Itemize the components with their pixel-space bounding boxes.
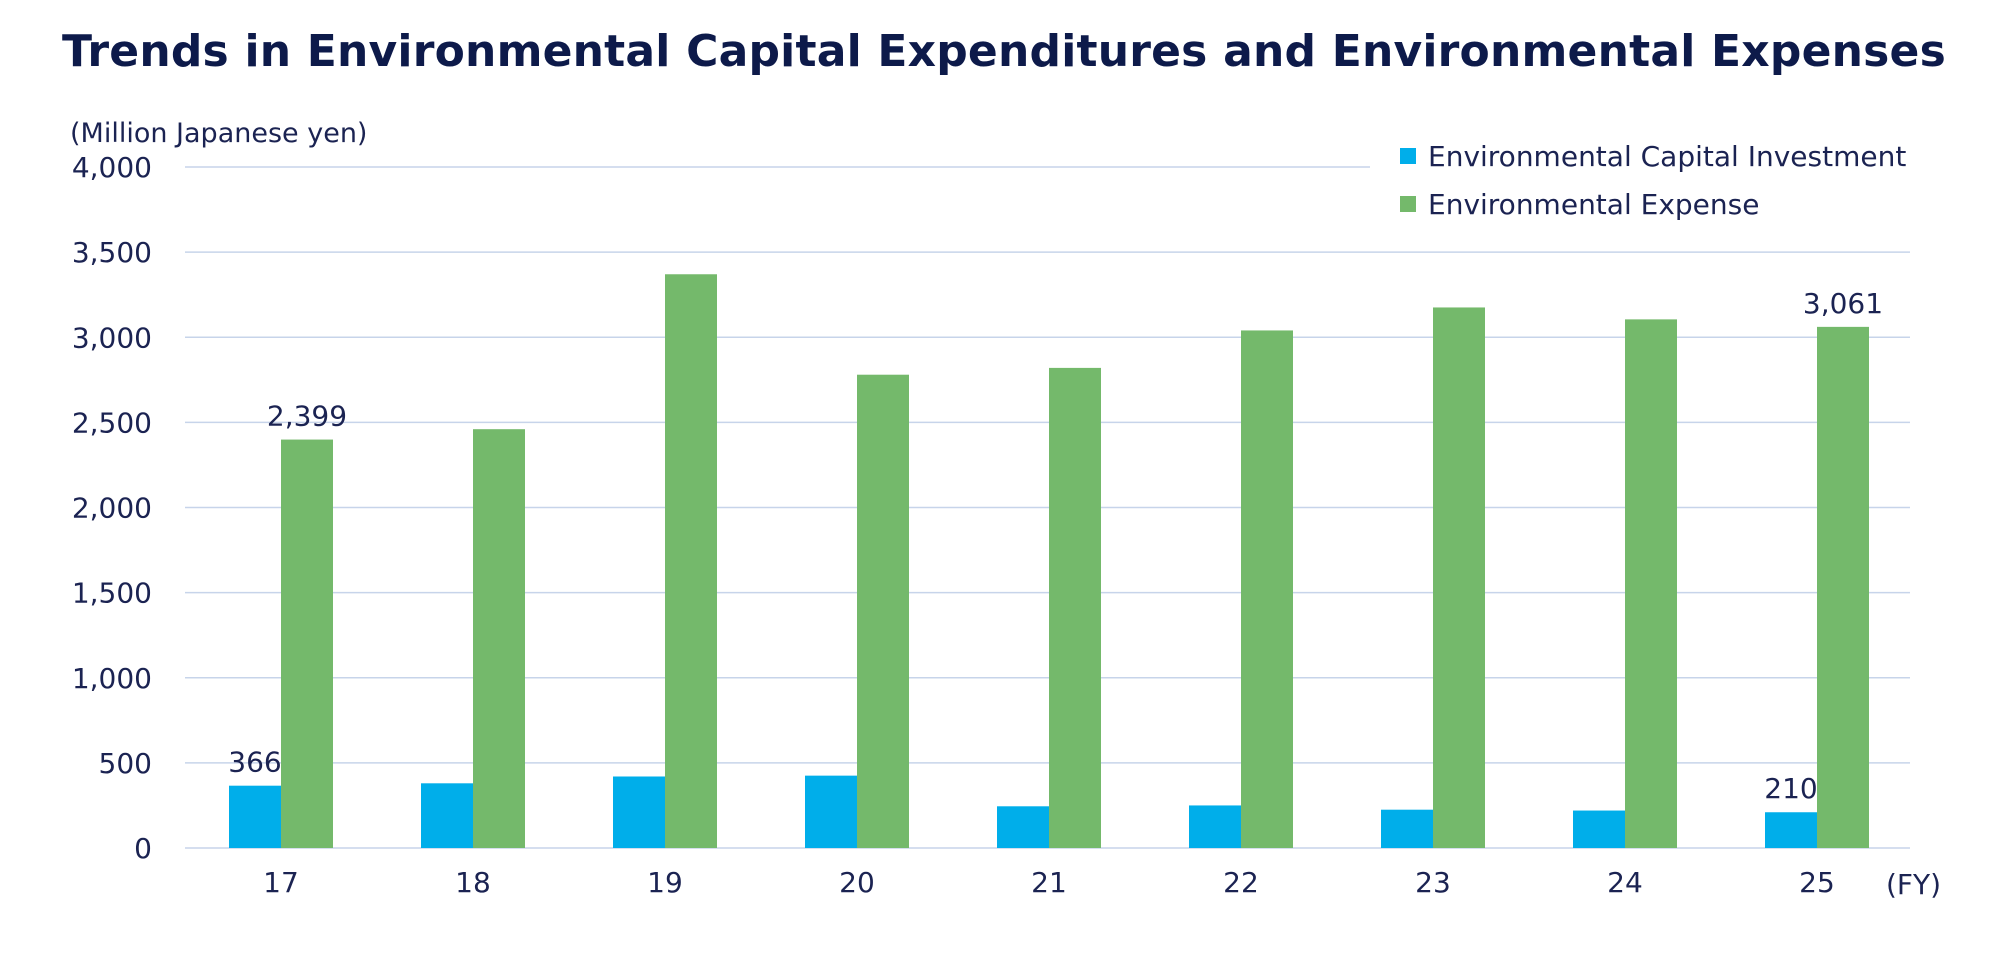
bar-capital-investment — [805, 775, 857, 848]
x-tick-label: 17 — [263, 866, 299, 899]
bar-expense — [473, 429, 525, 848]
x-tick-label: 18 — [455, 866, 491, 899]
bar-expense — [857, 374, 909, 848]
y-tick-label: 4,000 — [72, 151, 152, 184]
y-tick-label: 500 — [99, 747, 152, 780]
bar-expense — [665, 274, 717, 848]
bar-capital-investment — [1189, 805, 1241, 848]
legend-label-expense: Environmental Expense — [1428, 187, 1760, 221]
chart-title: Trends in Environmental Capital Expendit… — [62, 26, 1946, 77]
bar-expense — [1049, 367, 1101, 848]
y-axis-unit-label: (Million Japanese yen) — [70, 118, 368, 149]
data-label: 3,061 — [1803, 287, 1883, 320]
bar-capital-investment — [229, 785, 281, 848]
bar-expense — [281, 439, 333, 848]
y-tick-label: 1,000 — [72, 662, 152, 695]
chart-legend: Environmental Capital Investment Environ… — [1400, 132, 1906, 228]
legend-swatch-capital-investment — [1400, 148, 1416, 164]
x-tick-label: 21 — [1031, 866, 1067, 899]
legend-item-capital-investment: Environmental Capital Investment — [1400, 132, 1906, 180]
y-tick-label: 3,500 — [72, 236, 152, 269]
bar-expense — [1433, 307, 1485, 848]
x-tick-label: 19 — [647, 866, 683, 899]
y-tick-label: 1,500 — [72, 577, 152, 610]
x-tick-label: 20 — [839, 866, 875, 899]
x-tick-label: 24 — [1607, 866, 1643, 899]
x-tick-label: 25 — [1799, 866, 1835, 899]
data-label: 366 — [228, 746, 281, 779]
bar-capital-investment — [1573, 810, 1625, 848]
x-tick-label: 23 — [1415, 866, 1451, 899]
bar-capital-investment — [1381, 809, 1433, 848]
legend-swatch-expense — [1400, 196, 1416, 212]
bar-capital-investment — [421, 783, 473, 848]
legend-item-expense: Environmental Expense — [1400, 180, 1906, 228]
bar-capital-investment — [613, 776, 665, 848]
x-axis-unit-label: (FY) — [1886, 868, 1942, 901]
bar-capital-investment — [997, 806, 1049, 848]
x-tick-label: 22 — [1223, 866, 1259, 899]
y-tick-label: 3,000 — [72, 321, 152, 354]
data-label: 2,399 — [267, 400, 347, 433]
legend-label-capital-investment: Environmental Capital Investment — [1428, 139, 1907, 173]
y-tick-label: 0 — [134, 832, 152, 865]
data-label: 210 — [1764, 772, 1817, 805]
bar-expense — [1817, 326, 1869, 848]
bar-expense — [1241, 330, 1293, 848]
y-tick-label: 2,000 — [72, 492, 152, 525]
bar-capital-investment — [1765, 812, 1817, 848]
y-tick-label: 2,500 — [72, 406, 152, 439]
bar-expense — [1625, 319, 1677, 848]
